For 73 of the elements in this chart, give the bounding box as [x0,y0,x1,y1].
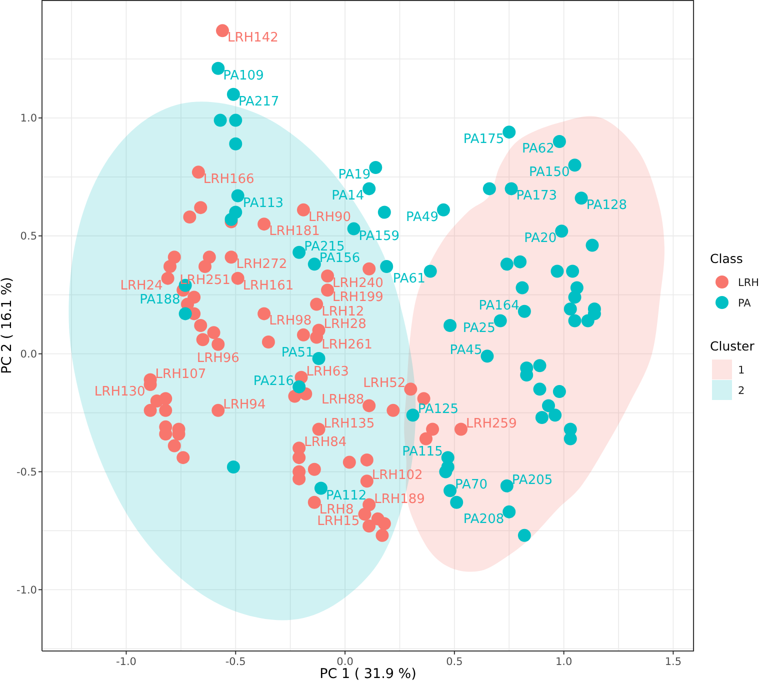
data-label: LRH88 [322,392,364,408]
data-label: LRH63 [306,364,349,380]
data-label: PA51 [281,346,314,361]
y-tick-label: -1.0 [16,584,37,596]
legend-label: LRH [738,277,760,289]
x-tick-label: 0.5 [446,656,463,668]
legend-label: 2 [738,385,745,397]
data-label: PA113 [242,196,284,211]
y-tick-label: 1.0 [20,112,37,125]
data-label: PA164 [478,298,520,314]
data-label: LRH107 [155,366,206,382]
data-label: LRH181 [269,224,320,240]
data-label: PA115 [402,444,443,460]
data-label: PA61 [392,271,426,286]
data-label: PA109 [223,68,264,84]
data-label: PA19 [338,167,371,182]
data-label: PA217 [238,94,280,110]
data-label: LRH259 [466,416,517,432]
text: Cluster [710,338,756,354]
data-label: PA205 [512,472,553,488]
data-label: PA173 [516,188,558,204]
data-label: LRH272 [236,257,288,272]
data-label: LRH199 [332,290,384,306]
data-label: PA188 [140,292,180,308]
data-label: PA125 [418,402,459,418]
data-label: LRH130 [94,384,146,400]
data-label: LRH189 [374,492,425,507]
legend-title: Class [710,251,743,266]
data-label: LRH240 [332,276,384,291]
data-label: PA62 [522,142,554,157]
data-label: PA70 [455,478,488,493]
x-tick-label: 1.0 [555,656,572,668]
data-label: PA45 [450,343,482,358]
data-label: LRH15 [317,514,360,530]
x-tick-label: 0.0 [336,656,354,668]
data-label: LRH142 [228,30,278,46]
data-label: LRH251 [180,273,230,288]
data-label: LRH135 [324,416,375,432]
data-label: LRH12 [322,304,364,320]
data-label: PA159 [358,228,400,244]
data-label: LRH84 [304,435,347,450]
data-label: PA20 [524,231,557,246]
data-label: LRH52 [363,376,406,392]
data-label: LRH166 [203,172,254,188]
data-label: PA216 [253,374,294,389]
data-label: LRH96 [196,350,240,366]
legend-label: 1 [738,364,745,376]
data-label: PA128 [586,198,628,214]
data-label: PA150 [529,165,570,180]
x-axis-title: PC 1 ( 31.9 %) [320,666,416,682]
data-label: PA156 [319,251,360,266]
x-tick-label: -0.5 [225,656,246,668]
data-label: PA25 [462,320,496,336]
data-label: PA112 [326,488,367,504]
data-label: LRH161 [242,278,294,294]
x-tick-label: -1.0 [116,656,136,668]
data-label: LRH90 [308,210,352,225]
data-label: PA14 [332,188,364,204]
data-label: LRH261 [322,337,372,352]
y-tick-label: -0.5 [16,466,37,479]
y-axis-title: PC 2 ( 16.1 %) [0,277,15,374]
data-label: PA175 [463,132,504,148]
data-label: PA208 [463,512,504,527]
data-label: LRH98 [269,314,312,329]
data-label: LRH102 [372,468,423,484]
y-tick-label: 0.0 [20,348,37,361]
y-tick-label: 0.5 [20,230,37,243]
data-label: LRH28 [324,317,366,332]
data-label: LRH24 [120,278,163,294]
data-label: LRH94 [223,397,266,412]
x-tick-label: 1.5 [664,656,682,668]
data-label: PA49 [406,210,438,225]
legend-label: PA [738,298,752,310]
